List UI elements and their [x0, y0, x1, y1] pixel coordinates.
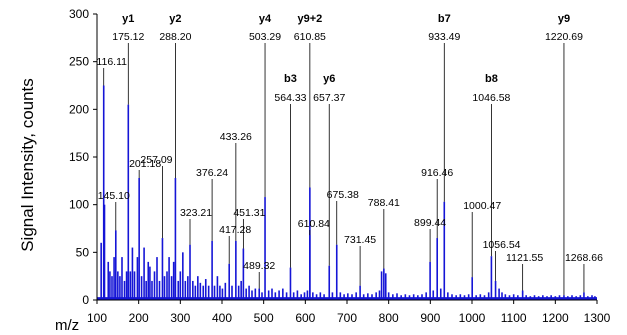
- annotation-mz: 899.44: [414, 217, 446, 229]
- y-tick-label: 250: [69, 55, 89, 69]
- annotation-mz: 116.11: [96, 56, 127, 68]
- annotation-mz: 1056.54: [483, 239, 521, 251]
- noise-baseline: [97, 297, 597, 300]
- x-axis-label: m/z: [55, 317, 79, 334]
- peak-annotations: 116.11 y1 175.12 y2 288.20 y4 503.29 y9+2 610.85…: [96, 13, 603, 296]
- annotation-ion: y2: [169, 13, 181, 25]
- annotation-mz: 610.85: [294, 31, 326, 43]
- annotation-mz: 376.24: [196, 167, 228, 179]
- baseline-noise: [97, 297, 597, 300]
- annotation-mz: 916.46: [421, 167, 453, 179]
- annotation-mz: 288.20: [159, 31, 191, 43]
- annotation-mz: 175.12: [112, 31, 144, 43]
- x-tick-label: 600: [295, 311, 315, 325]
- annotation-mz: 788.41: [368, 197, 400, 209]
- annotation-mz: 657.37: [313, 92, 345, 104]
- annotation-mz: 323.21: [180, 207, 212, 219]
- annotation-ion: b3: [284, 73, 297, 85]
- annotation-mz: 1000.47: [463, 200, 501, 212]
- annotation-mz: 610.84: [298, 218, 330, 230]
- y-tick-label: 0: [82, 293, 89, 307]
- annotation-mz: 451.31: [233, 207, 265, 219]
- annotation-ion: y6: [323, 73, 335, 85]
- x-tick-label: 1300: [584, 311, 611, 325]
- y-tick-label: 200: [69, 102, 89, 116]
- annotation-mz: 933.49: [428, 31, 460, 43]
- annotation-mz: 201.18: [129, 158, 161, 170]
- annotation-ion: y9: [558, 13, 570, 25]
- annotation-mz: 1220.69: [545, 31, 583, 43]
- annotation-mz: 417.28: [219, 224, 251, 236]
- annotation-mz: 489.32: [243, 260, 275, 272]
- y-tick-label: 300: [69, 7, 89, 21]
- x-tick-label: 300: [170, 311, 190, 325]
- annotation-mz: 731.45: [344, 234, 376, 246]
- y-axis-label: Signal Intensity, counts: [18, 78, 37, 252]
- x-tick-label: 1200: [542, 311, 569, 325]
- annotation-mz: 145.10: [98, 190, 130, 202]
- tick-labels: 0 50 100 150 200 250 300 100 200 300 400 500 600 700 8…: [69, 7, 611, 325]
- x-tick-label: 700: [337, 311, 357, 325]
- x-tick-label: 1100: [501, 311, 527, 325]
- x-tick-label: 1000: [459, 311, 486, 325]
- y-tick-label: 100: [69, 198, 89, 212]
- annotation-ion: b7: [438, 13, 451, 25]
- x-tick-label: 800: [379, 311, 399, 325]
- x-tick-label: 500: [254, 311, 274, 325]
- annotation-ion: y1: [122, 13, 134, 25]
- annotation-mz: 433.26: [220, 131, 252, 143]
- annotation-mz: 564.33: [274, 92, 306, 104]
- annotation-ion: b8: [485, 73, 498, 85]
- x-tick-label: 100: [87, 311, 107, 325]
- y-tick-label: 50: [76, 245, 90, 259]
- y-tick-label: 150: [69, 150, 89, 164]
- annotation-mz: 503.29: [249, 31, 281, 43]
- annotation-mz: 1046.58: [472, 92, 510, 104]
- x-tick-label: 400: [212, 311, 232, 325]
- annotation-mz: 1121.55: [506, 252, 543, 264]
- annotation-mz: 257.09: [140, 154, 172, 166]
- annotation-mz: 1268.66: [565, 252, 603, 264]
- chart-axes: [93, 13, 598, 304]
- x-tick-label: 200: [129, 311, 149, 325]
- annotation-mz: 675.38: [327, 189, 359, 201]
- annotation-ion: y9+2: [297, 13, 322, 25]
- annotation-ion: y4: [259, 13, 272, 25]
- x-tick-label: 900: [420, 311, 440, 325]
